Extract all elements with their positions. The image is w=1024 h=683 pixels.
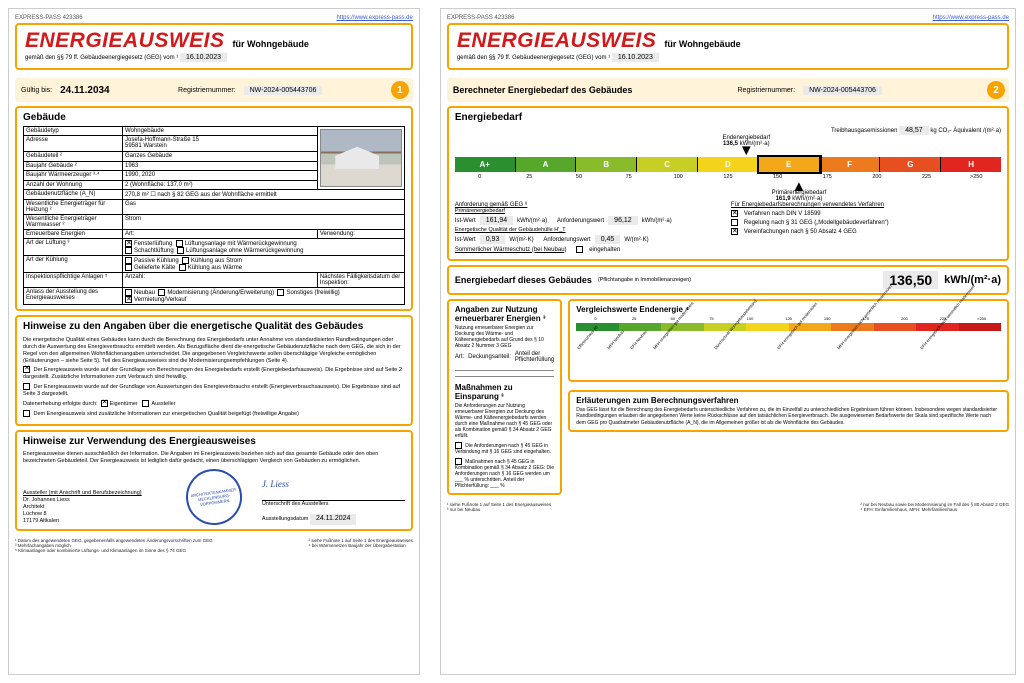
page-1: EXPRESS-PASS 423386 https://www.express-p… [8,8,420,675]
renewables-section: Angaben zur Nutzung erneuerbarer Energie… [447,299,562,495]
reg-label: Registriernummer: [178,87,236,94]
compare-section: Vergleichswerte Endenergie ⁴ 02550751001… [568,299,1009,382]
validity-date: 24.11.2034 [60,85,110,96]
validity-label: Gültig bis: [21,87,52,94]
pass-id-2: EXPRESS-PASS 423386 [447,15,515,21]
page-2: EXPRESS-PASS 423386 https://www.express-p… [440,8,1016,675]
erl-section: Erläuterungen zum Berechnungsverfahren D… [568,390,1009,432]
doc-date: 16.10.2023 [180,53,227,62]
page-num-2: 2 [987,81,1005,99]
hinweise1: Hinweise zu den Angaben über die energet… [15,315,413,425]
page-num-1: 1 [391,81,409,99]
issuer-label: Aussteller (mit Anschrift und Berufsbeze… [23,490,166,497]
doc-basis: gemäß den §§ 79 ff. Gebäudeenergiegesetz… [25,55,178,61]
doc-subtitle: für Wohngebäude [233,39,309,49]
building-section: Gebäude GebäudetypWohngebäude AdresseJos… [15,106,413,311]
p2-bar: Berechneter Energiebedarf des Gebäudes R… [447,78,1009,102]
footnotes-1: ¹ Datum des angewendeten GEG, gegebenenf… [15,538,413,553]
pass-id: EXPRESS-PASS 423386 [15,15,83,21]
validity-bar: Gültig bis: 24.11.2034 Registriernummer:… [15,78,413,102]
reg-no: NW-2024-005443706 [244,86,323,95]
header-2: ENERGIEAUSWEISfür Wohngebäude gemäß den … [447,23,1009,70]
stamp: ARCHITEKTENKAMMER MECKLENBURG-VORPOMMERN [182,465,245,528]
top-url-2[interactable]: https://www.express-pass.de [933,15,1009,21]
hinweise2: Hinweise zur Verwendung des Energieauswe… [15,430,413,531]
doc-title: ENERGIEAUSWEIS [25,29,225,53]
sig-label: Unterschrift des Ausstellers [262,501,405,508]
demand-section: Energiebedarf Treibhausgasemissionen 48,… [447,106,1009,261]
bed-section: Energiebedarf dieses Gebäudes(Pflichtang… [447,265,1009,295]
sig-date: 24.11.2024 [310,514,357,525]
top-url[interactable]: https://www.express-pass.de [336,15,412,21]
header: ENERGIEAUSWEIS für Wohngebäude gemäß den … [15,23,413,70]
building-table: GebäudetypWohngebäude AdresseJosefa-Hoff… [23,126,405,305]
building-title: Gebäude [23,112,405,123]
building-photo [320,129,402,187]
energy-scale: Endenergiebedarf136,5 kWh/(m²·a)▼ A+ABCD… [455,135,1001,202]
footnotes-2: ¹ siehe Fußnote 1 auf Seite 1 des Energi… [447,502,1009,512]
